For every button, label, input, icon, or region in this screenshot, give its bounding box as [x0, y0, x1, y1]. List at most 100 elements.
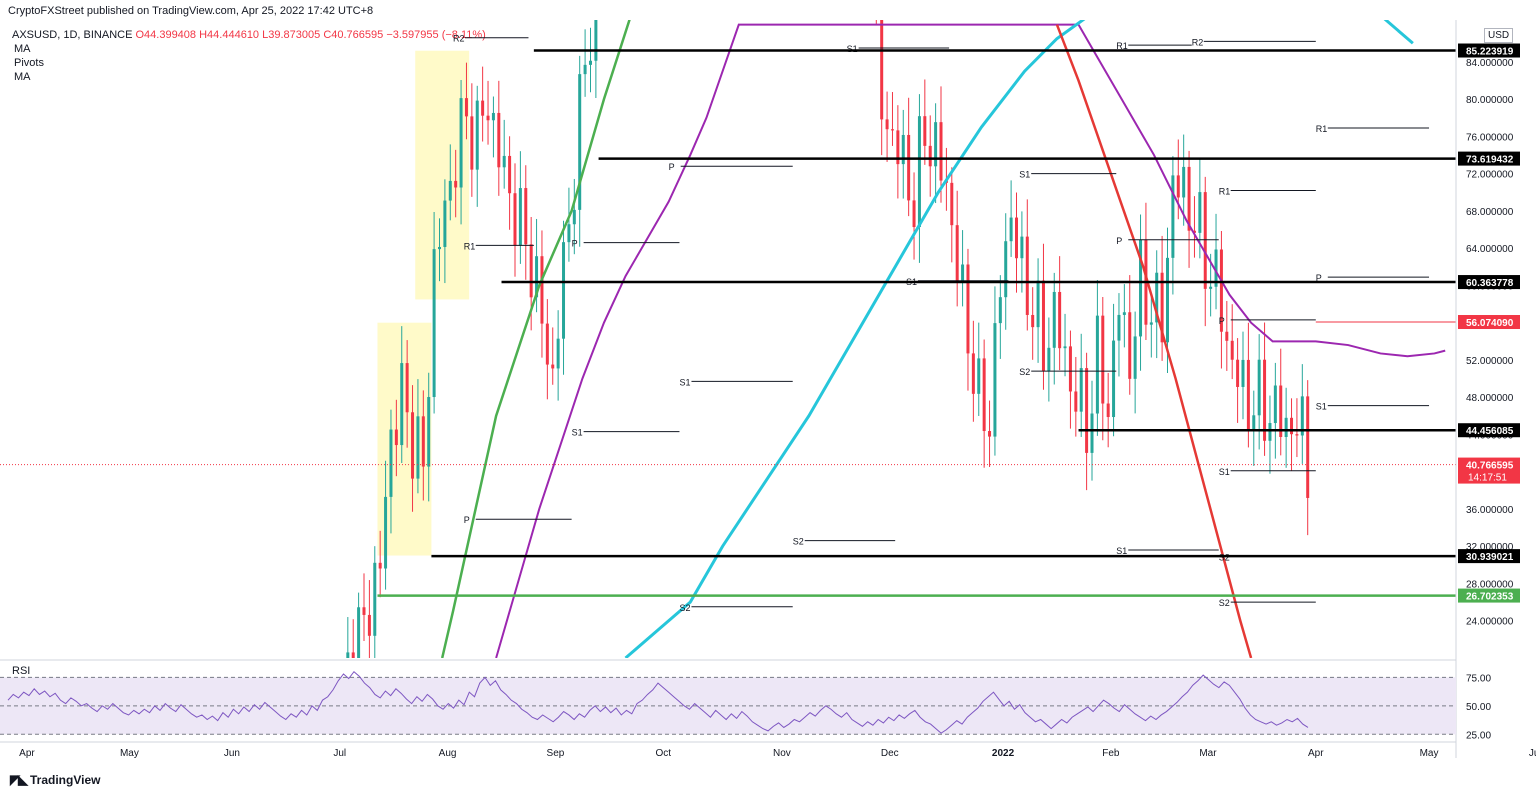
- candle-body: [562, 242, 566, 339]
- pivot-label: P: [1316, 273, 1322, 283]
- indicator-ma-label[interactable]: MA: [14, 43, 31, 55]
- candle-body: [950, 182, 954, 226]
- candle-body: [1085, 368, 1089, 453]
- candle-body: [1236, 359, 1240, 387]
- candle-body: [1090, 413, 1094, 453]
- candle-body: [1106, 403, 1110, 418]
- time-tick-label: May: [1420, 748, 1439, 759]
- candle-body: [1263, 359, 1267, 441]
- candle-body: [1128, 312, 1132, 379]
- candle-body: [1095, 315, 1099, 414]
- candle-body: [998, 297, 1002, 324]
- price-tick-label: 24.000000: [1466, 617, 1514, 628]
- candle-body: [427, 397, 431, 467]
- pivot-label: R1: [1316, 124, 1328, 134]
- pivot-label: R1: [1116, 41, 1128, 51]
- candle-body: [405, 363, 409, 413]
- price-tick-label: 84.000000: [1466, 58, 1514, 69]
- candle-body: [1203, 192, 1207, 289]
- candle-body: [491, 112, 495, 121]
- time-tick-label: 2022: [992, 748, 1015, 759]
- ma-cyan-line: [624, 20, 1414, 658]
- pivot-label: R1: [1219, 186, 1231, 196]
- time-tick-label: Oct: [656, 748, 672, 759]
- candle-body: [1058, 291, 1062, 349]
- current-price-tag-label: 40.766595: [1466, 461, 1514, 472]
- candle-body: [1047, 347, 1051, 371]
- candle-body: [578, 74, 582, 210]
- level-price-tag-label: 73.619432: [1466, 155, 1514, 166]
- candle-body: [540, 256, 544, 324]
- candle-body: [1300, 396, 1304, 436]
- candle-body: [917, 116, 921, 228]
- time-tick-label: Jun: [1529, 748, 1536, 759]
- pivot-label: S1: [572, 428, 583, 438]
- candle-body: [885, 119, 889, 130]
- pivot-label: S1: [847, 44, 858, 54]
- candle-body: [1112, 340, 1116, 418]
- candle-body: [912, 200, 916, 228]
- candle-body: [1015, 217, 1019, 259]
- candle-body: [475, 100, 479, 170]
- indicator-pivots-label[interactable]: Pivots: [14, 57, 44, 69]
- candle-body: [1268, 423, 1272, 441]
- ohlc-high: H44.444610: [199, 29, 260, 41]
- candle-body: [1041, 280, 1045, 371]
- ohlc-open: O44.399408: [135, 29, 197, 41]
- candle-body: [1209, 286, 1213, 289]
- pivot-label: R1: [464, 241, 476, 251]
- price-tick-label: 76.000000: [1466, 132, 1514, 143]
- candle-body: [1025, 236, 1029, 315]
- pivot-label: S2: [679, 603, 690, 613]
- candle-body: [1230, 340, 1234, 360]
- candle-body: [1068, 346, 1072, 392]
- candle-body: [486, 115, 490, 121]
- pivot-label: P: [669, 162, 675, 172]
- pivot-label: P: [1219, 316, 1225, 326]
- ohlc-change: −3.597955 (−8.11%): [386, 29, 486, 41]
- currency-button[interactable]: USD: [1484, 28, 1514, 43]
- candle-body: [1246, 359, 1250, 432]
- footer-branding[interactable]: ◤◣ TradingView: [10, 772, 100, 788]
- candle-body: [351, 652, 355, 658]
- candle-body: [875, 0, 878, 6]
- candle-body: [513, 193, 517, 246]
- price-tick-label: 80.000000: [1466, 95, 1514, 106]
- level-price-tag: [1458, 588, 1520, 603]
- candle-body: [464, 98, 468, 117]
- level-price-tag-label: 60.363778: [1466, 278, 1514, 289]
- publisher-header: CryptoFXStreet published on TradingView.…: [8, 5, 374, 17]
- candle-body: [411, 412, 415, 479]
- candle-body: [508, 155, 512, 194]
- candle-body: [497, 112, 501, 168]
- symbol-name[interactable]: AXSUSD, 1D, BINANCE: [12, 29, 133, 41]
- candle-body: [988, 431, 992, 437]
- symbol-info-line: AXSUSD, 1D, BINANCE O44.399408 H44.44461…: [12, 28, 486, 42]
- candle-body: [1306, 396, 1310, 498]
- time-tick-label: Jul: [333, 748, 346, 759]
- candle-body: [502, 155, 506, 168]
- price-tick-label: 36.000000: [1466, 505, 1514, 516]
- time-tick-label: Jun: [224, 748, 240, 759]
- candle-body: [1117, 314, 1121, 341]
- candle-body: [1165, 257, 1169, 343]
- level-price-tag-label: 85.223919: [1466, 47, 1514, 58]
- candle-body: [588, 60, 592, 65]
- candle-body: [1149, 322, 1153, 325]
- candle-body: [454, 180, 458, 188]
- time-tick-label: Sep: [547, 748, 565, 759]
- candle-body: [437, 246, 441, 250]
- pivot-label: S1: [679, 377, 690, 387]
- level-price-tag-label: 26.702353: [1466, 592, 1514, 603]
- candle-body: [971, 353, 975, 394]
- time-tick-label: Apr: [19, 748, 35, 759]
- candle-body: [1273, 385, 1277, 424]
- rsi-pane-label: RSI: [12, 665, 31, 677]
- candle-body: [400, 363, 404, 446]
- candle-body: [583, 64, 587, 75]
- candle-body: [890, 129, 894, 131]
- candle-body: [448, 180, 452, 201]
- pivot-label: P: [572, 239, 578, 249]
- indicator-ma2-label[interactable]: MA: [14, 71, 31, 83]
